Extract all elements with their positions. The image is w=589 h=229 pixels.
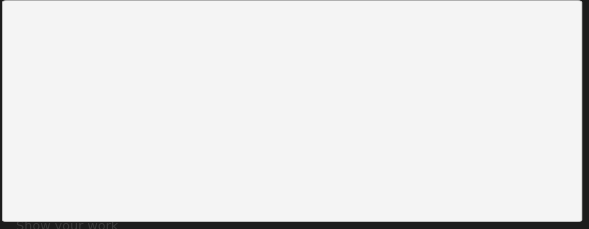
Text: C. Conformations A and B are non-degenerate, while conformation C has a: C. Conformations A and B are non-degener… (16, 46, 495, 59)
Text: relative: relative (104, 112, 159, 125)
Text: At 300 K, what are the populations of each conformer in percent.: At 300 K, what are the populations of ea… (16, 179, 433, 192)
Text: degeneracy of three.: degeneracy of three. (16, 72, 151, 85)
Text: The energies: The energies (16, 112, 104, 125)
Text: Show your work.: Show your work. (16, 219, 123, 229)
Text: Consider a molecule that that has three conformations labelled A, B and: Consider a molecule that that has three … (16, 19, 481, 33)
Text: to conformation A (which is the most stable) are found to be: to conformation A (which is the most sta… (159, 112, 550, 125)
Text: +5.75 kJ/mol for conformation B,  and +7.32 kJ/mol for conformer C.: +5.75 kJ/mol for conformation B, and +7.… (16, 139, 454, 152)
